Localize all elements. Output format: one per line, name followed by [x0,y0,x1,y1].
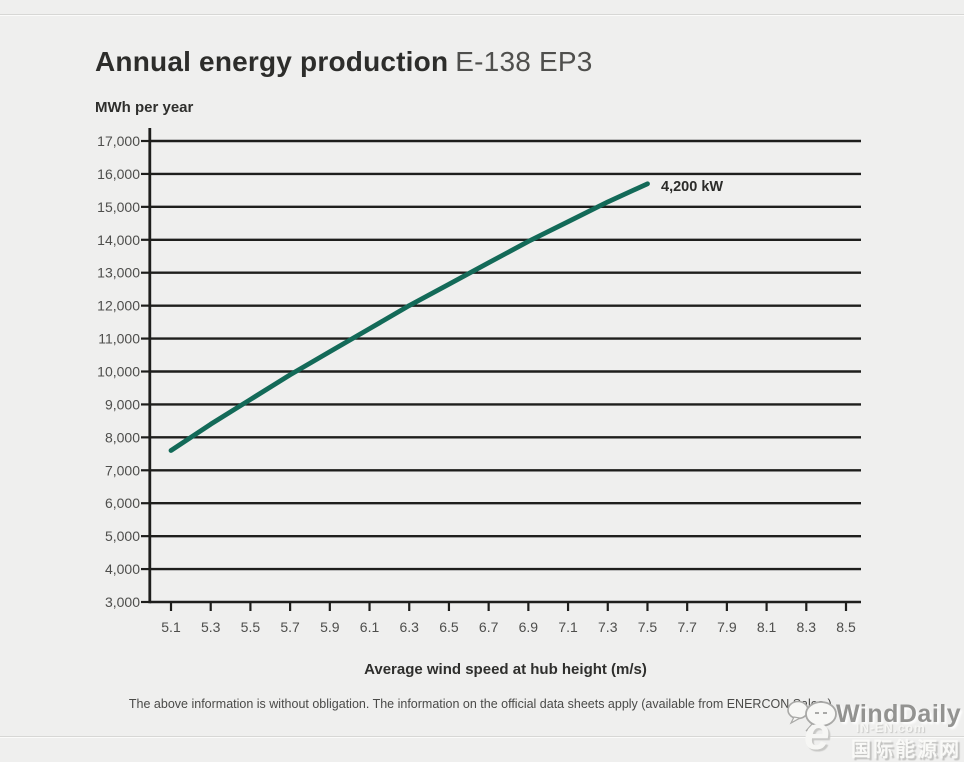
e-swirl-logo: e [804,707,830,759]
top-divider [0,14,964,15]
page-title-main: Annual energy production [95,46,449,77]
y-tick-label: 8,000 [105,429,140,445]
y-axis-unit-label: MWh per year [95,99,194,116]
x-tick-label: 7.7 [677,619,697,635]
watermark-site: IN-EN.com [856,721,926,735]
x-tick-label: 6.9 [519,619,539,635]
page-title: Annual energy production E-138 EP3 [95,46,593,78]
curve-power-label: 4,200 kW [661,179,723,195]
x-axis-title: Average wind speed at hub height (m/s) [364,661,647,678]
production-curve [168,181,650,453]
page-title-model: E-138 EP3 [455,46,593,77]
y-tick-label: 17,000 [97,133,140,149]
y-tick-label: 3,000 [105,594,140,610]
annual-energy-production-chart: 3,000 4,000 5,000 6,000 7,000 8,000 9,000 10,00… [97,128,861,635]
x-tick-label: 8.3 [797,619,817,635]
x-tick-label: 7.5 [638,619,658,635]
x-tick-label: 6.3 [400,619,420,635]
bottom-divider [0,736,964,737]
x-tick-label: 7.1 [558,619,578,635]
x-tick-label: 6.7 [479,619,499,635]
y-axis-tick-labels: 3,000 4,000 5,000 6,000 7,000 8,000 9,000 10,00… [97,133,140,610]
x-tick-label: 5.1 [161,619,181,635]
y-tick-label: 15,000 [97,199,140,215]
x-tick-label: 8.1 [757,619,777,635]
footnote: The above information is without obligat… [128,697,836,711]
watermark-chinese: 国际能源网 [851,739,961,761]
chat-bubbles-icon [787,700,837,732]
y-tick-label: 12,000 [97,298,140,314]
y-tick-label: 13,000 [97,265,140,281]
x-tick-label: 5.7 [280,619,300,635]
x-tick-label: 7.9 [717,619,737,635]
y-tick-label: 7,000 [105,462,140,478]
y-tick-label: 9,000 [105,396,140,412]
x-tick-label: 6.1 [360,619,380,635]
x-tick-label: 5.5 [241,619,261,635]
y-tick-label: 10,000 [97,364,140,380]
watermark-brand: WindDaily [836,700,962,728]
gridlines [150,139,861,604]
y-tick-label: 4,000 [105,561,140,577]
y-tick-label: 14,000 [97,232,140,248]
x-tick-label: 5.9 [320,619,340,635]
x-tick-label: 7.3 [598,619,618,635]
x-axis-tick-labels: 5.1 5.3 5.5 5.7 5.9 6.1 6.3 6.5 6.7 6.9 7.1 7.3 7.5 7… [161,619,856,635]
x-axis-ticks [169,602,848,611]
x-tick-label: 6.5 [439,619,459,635]
y-tick-label: 11,000 [98,331,140,347]
x-tick-label: 8.5 [836,619,856,635]
y-tick-label: 5,000 [105,528,140,544]
y-tick-label: 6,000 [105,495,140,511]
y-tick-label: 16,000 [97,166,140,182]
x-tick-label: 5.3 [201,619,221,635]
